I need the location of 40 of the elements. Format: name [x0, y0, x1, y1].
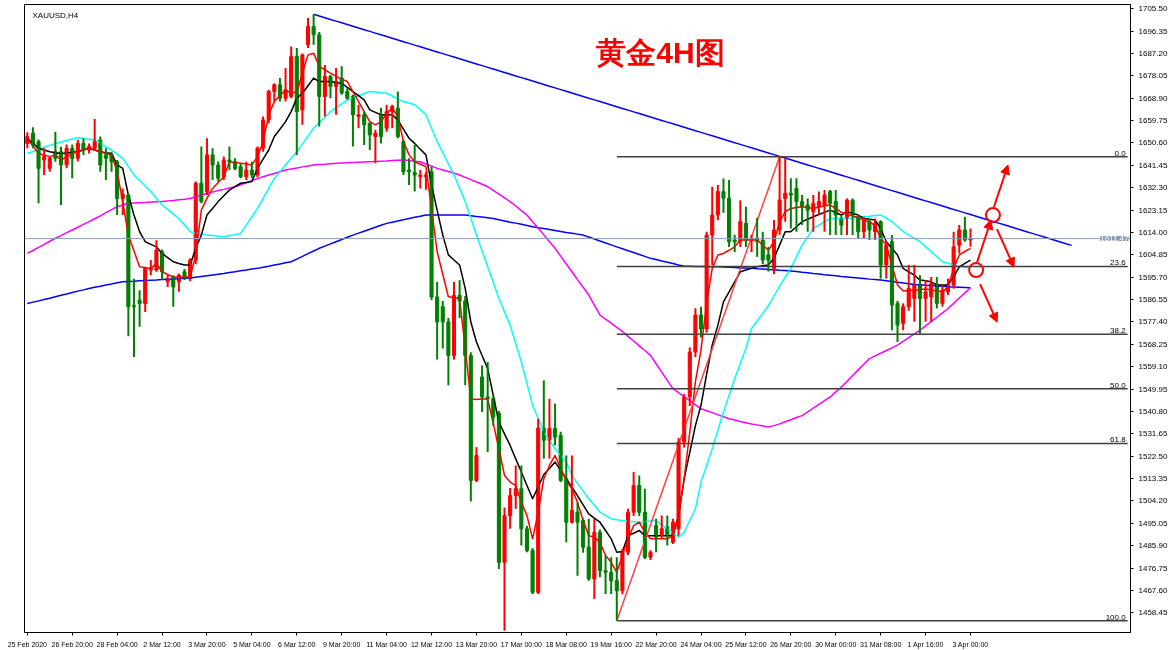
ref-line-label: 1611.47 [1100, 234, 1130, 244]
series-label: 38.2 [1110, 326, 1127, 336]
y-tick-label: 1604.85 [1138, 250, 1168, 260]
series-label: 50.0 [1110, 380, 1127, 390]
y-tick-label: 1632.30 [1138, 183, 1168, 193]
y-tick-label: 1577.40 [1138, 317, 1168, 327]
y-tick-label: 1668.90 [1138, 93, 1168, 103]
y-tick-label: 1549.95 [1138, 384, 1168, 394]
line-series [26, 159, 972, 428]
y-tick-label: 1504.20 [1138, 496, 1168, 506]
y-tick-label: 1540.80 [1138, 406, 1168, 416]
y-tick-label: 1495.05 [1138, 518, 1168, 528]
y-tick-label: 1467.60 [1138, 585, 1168, 595]
series-label: 23.6 [1110, 258, 1127, 268]
y-tick-label: 1705.50 [1138, 4, 1168, 14]
y-tick-label: 1623.15 [1138, 205, 1168, 215]
y-tick-label: 1687.20 [1138, 48, 1168, 58]
y-tick-label: 1458.45 [1138, 608, 1168, 618]
series-label: 0.0 [1114, 148, 1127, 158]
series-label: 61.8 [1110, 435, 1127, 445]
y-tick-label: 1559.10 [1138, 362, 1168, 372]
y-tick-label: 1568.25 [1138, 339, 1168, 349]
y-tick-label: 1595.70 [1138, 272, 1168, 282]
series-label: 100.0 [1105, 612, 1127, 622]
line-series [312, 13, 1073, 247]
text: XAUUSD,H4 [32, 10, 79, 20]
text: 黄金4H图 [596, 35, 725, 69]
y-tick-label: 1522.50 [1138, 451, 1168, 461]
y-tick-label: 1586.55 [1138, 295, 1168, 305]
y-tick-label: 1531.65 [1138, 429, 1168, 439]
y-tick-label: 1678.05 [1138, 71, 1168, 81]
y-tick-label: 1696.35 [1138, 26, 1168, 36]
y-tick-label: 1614.00 [1138, 227, 1168, 237]
y-tick-label: 1513.35 [1138, 474, 1168, 484]
y-tick-label: 1659.75 [1138, 116, 1168, 126]
y-tick-label: 1641.45 [1138, 160, 1168, 170]
y-tick-label: 1476.75 [1138, 563, 1168, 573]
line-series [26, 214, 972, 305]
y-tick-label: 1485.90 [1138, 541, 1168, 551]
y-tick-label: 1650.60 [1138, 138, 1168, 148]
